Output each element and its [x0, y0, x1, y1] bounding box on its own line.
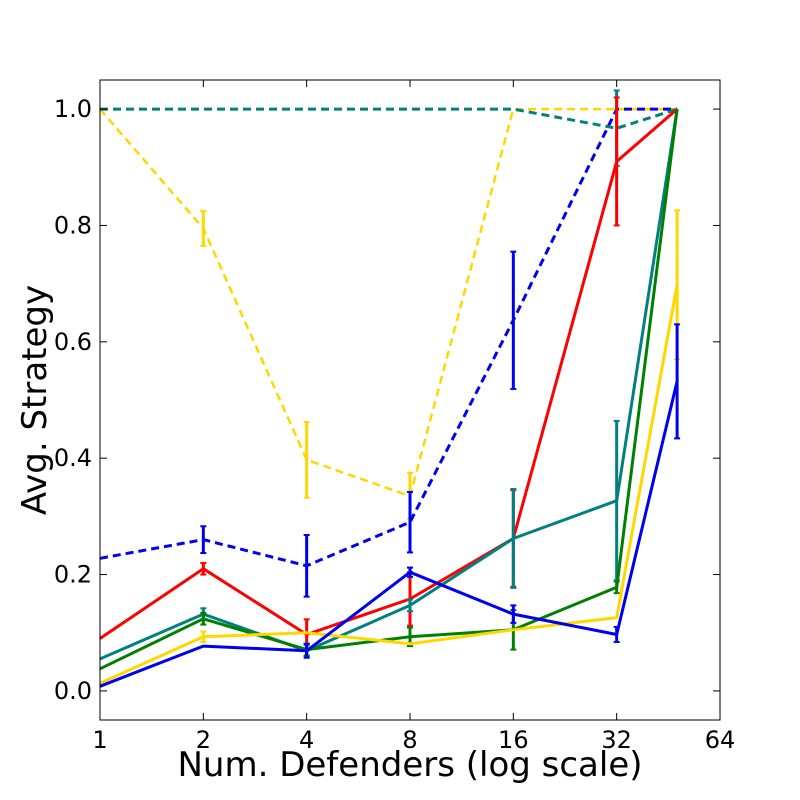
x-tick-label: 32: [601, 726, 632, 754]
y-tick-label: 0.2: [54, 561, 92, 589]
x-tick-label: 8: [402, 726, 417, 754]
series-layer: [99, 89, 681, 688]
x-tick-label: 1: [92, 726, 107, 754]
x-tick-label: 16: [498, 726, 529, 754]
x-tick-label: 2: [196, 726, 211, 754]
y-tick-label: 0.8: [54, 211, 92, 239]
y-tick-label: 0.0: [54, 677, 92, 705]
y-tick-label: 1.0: [54, 95, 92, 123]
tick-layer: 1 2 4 8 16 32 64 0.0 0.2 0.4 0.6 0.8 1.0: [54, 80, 735, 754]
x-tick-label: 64: [705, 726, 736, 754]
y-tick-label: 0.4: [54, 444, 92, 472]
y-tick-label: 0.6: [54, 328, 92, 356]
x-tick-label: 4: [299, 726, 314, 754]
series-blue: [99, 323, 681, 688]
y-axis-title: Avg. Strategy: [15, 285, 55, 515]
x-axis-title: Num. Defenders (log scale): [177, 745, 642, 785]
